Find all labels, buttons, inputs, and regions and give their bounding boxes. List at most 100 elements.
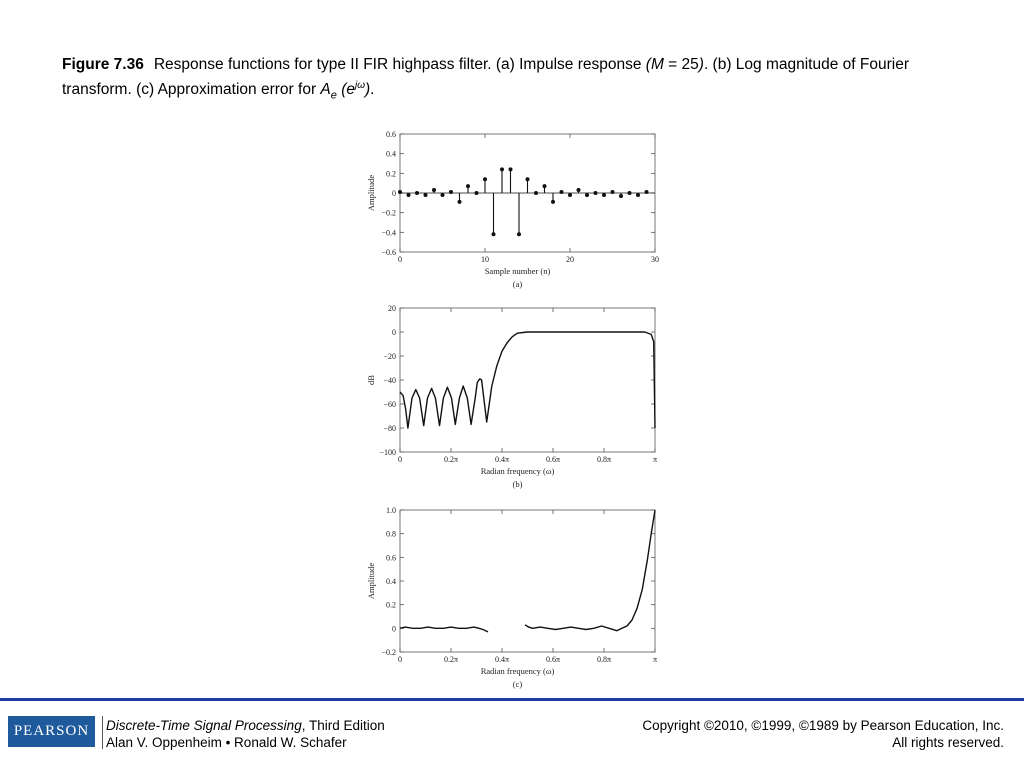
stem-point — [585, 192, 589, 197]
figure-label: Figure 7.36 — [62, 56, 144, 73]
caption-m-paren: (M — [645, 56, 664, 73]
x-tick-label: π — [653, 455, 657, 464]
chart-a: −0.6 −0.4 −0.2 0 0.2 0.4 0.6 0 10 20 30 Sample numb… — [366, 130, 659, 289]
footer-rule — [0, 698, 1024, 701]
copyright-block: Copyright ©2010, ©1999, ©1989 by Pearson… — [642, 717, 1004, 751]
plot-frame — [399, 307, 656, 453]
x-tick-label: 0.2π — [444, 455, 458, 464]
x-tick-label: 0.8π — [597, 655, 611, 664]
x-tick-label: 0 — [398, 455, 402, 464]
stem-point — [517, 232, 521, 237]
book-authors: Alan V. Oppenheim • Ronald W. Schafer — [106, 735, 347, 750]
stem-point — [398, 190, 402, 195]
stem-point — [542, 184, 547, 189]
panel-label: (a) — [513, 279, 523, 289]
stem-point — [406, 192, 411, 197]
stem-point — [559, 190, 564, 195]
stem-point — [423, 192, 428, 197]
x-tick-label: 10 — [481, 255, 489, 264]
x-tick-label: 0.2π — [444, 655, 458, 664]
series-line — [399, 331, 656, 429]
book-edition: , Third Edition — [301, 718, 385, 733]
y-tick-label: 0.8 — [386, 530, 396, 539]
caption-a-symbol: A — [320, 81, 331, 99]
footer-divider — [102, 716, 103, 749]
series-line — [524, 509, 656, 632]
x-tick-label: π — [653, 655, 657, 664]
stem-point — [432, 188, 436, 193]
copyright-text: Copyright ©2010, ©1999, ©1989 by Pearson… — [642, 718, 1004, 733]
series-line — [399, 626, 489, 633]
stem-point — [449, 190, 453, 195]
y-tick-label: −40 — [383, 376, 396, 385]
stem-point — [602, 192, 606, 197]
x-tick-label: 20 — [566, 255, 574, 264]
figure-caption: Figure 7.36 Response functions for type I… — [62, 54, 962, 106]
caption-a-subscript: e — [330, 89, 337, 102]
y-tick-label: 0.4 — [386, 150, 396, 159]
y-tick-label: 0.4 — [386, 577, 396, 586]
x-axis-label: Radian frequency (ω) — [481, 666, 555, 676]
y-axis-label: dB — [366, 375, 376, 385]
stem-point — [576, 188, 581, 193]
chart-b: −100 −80 −60 −40 −20 0 20 0 0.2π 0.4π 0.6π 0.8π π Rad… — [366, 304, 657, 489]
y-tick-label: 20 — [388, 304, 396, 313]
caption-close: ) — [365, 81, 371, 99]
y-tick-label: 0 — [392, 189, 396, 198]
y-tick-label: −0.4 — [381, 228, 396, 237]
x-axis-label: Sample number (n) — [485, 266, 551, 276]
stem-point — [474, 191, 479, 195]
y-tick-label: 0.6 — [386, 553, 396, 562]
stem-point — [525, 177, 530, 182]
stem-point — [568, 192, 572, 197]
caption-jw-superscript: jω — [354, 80, 365, 91]
caption-text-1: Response functions for type II FIR highp… — [153, 56, 646, 73]
x-tick-label: 0 — [398, 255, 402, 264]
y-axis-label: Amplitude — [366, 563, 376, 600]
pearson-logo: PEARSON — [8, 716, 95, 747]
stem-point — [508, 167, 513, 172]
x-tick-label: 0.4π — [495, 655, 509, 664]
x-tick-label: 0 — [398, 655, 402, 664]
y-tick-label: 0.6 — [386, 130, 396, 139]
stem-point — [627, 191, 632, 195]
caption-m-value: = 25 — [663, 56, 699, 73]
stem-point — [534, 191, 538, 195]
caption-e-symbol: (e — [336, 81, 355, 99]
stem-point — [500, 167, 504, 172]
y-axis-label: Amplitude — [366, 175, 376, 212]
y-tick-label: 0 — [392, 328, 396, 337]
stem-point — [593, 191, 598, 195]
x-tick-label: 0.6π — [546, 655, 560, 664]
y-tick-label: −0.2 — [381, 209, 396, 218]
y-tick-label: −20 — [383, 352, 396, 361]
stem-point — [415, 191, 419, 195]
stem-point — [636, 192, 640, 197]
y-tick-label: −0.6 — [381, 248, 396, 257]
stem-point — [457, 199, 462, 204]
stem-point — [644, 190, 649, 195]
panel-label: (c) — [513, 679, 523, 689]
stem-point — [466, 184, 470, 189]
book-info: Discrete-Time Signal Processing, Third E… — [106, 717, 385, 751]
y-tick-label: 0.2 — [386, 169, 396, 178]
caption-close-paren: ) — [698, 56, 704, 73]
x-tick-label: 0.8π — [597, 455, 611, 464]
stem-point — [619, 193, 623, 198]
book-title: Discrete-Time Signal Processing — [106, 718, 302, 733]
x-tick-label: 30 — [651, 255, 659, 264]
stem-point — [483, 177, 487, 182]
chart-c: −0.200.20.40.60.81.00 0.2π 0.4π 0.6π 0.8π πRa… — [366, 506, 657, 689]
y-tick-label: −60 — [383, 400, 396, 409]
y-tick-label: −0.2 — [381, 648, 396, 657]
y-tick-label: 0 — [392, 624, 396, 633]
y-tick-label: 1.0 — [386, 506, 396, 515]
y-tick-label: 0.2 — [386, 601, 396, 610]
panel-label: (b) — [513, 479, 523, 489]
y-tick-label: −100 — [379, 448, 396, 457]
stem-point — [610, 190, 615, 195]
caption-text-2: . (b) Log magnitude of Fourier transform… — [62, 56, 909, 99]
x-tick-label: 0.4π — [495, 455, 509, 464]
x-tick-label: 0.6π — [546, 455, 560, 464]
